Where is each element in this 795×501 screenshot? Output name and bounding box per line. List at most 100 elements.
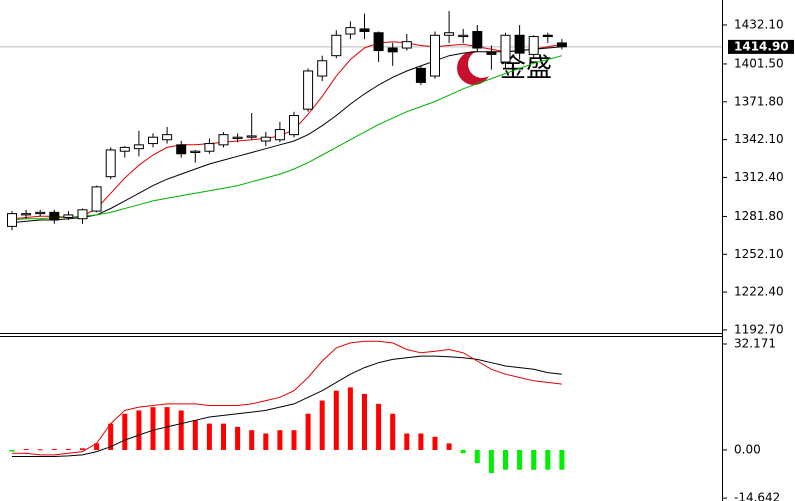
candle-body bbox=[387, 47, 398, 53]
histogram-bar bbox=[221, 423, 226, 450]
histogram-bar bbox=[503, 449, 508, 470]
candle-body bbox=[500, 34, 511, 63]
histogram-bar bbox=[446, 443, 452, 450]
histogram-bar bbox=[517, 449, 523, 470]
candle-body bbox=[218, 134, 229, 146]
candle-body bbox=[345, 27, 356, 35]
candle-body bbox=[77, 209, 88, 220]
histogram-bar bbox=[94, 443, 100, 450]
histogram-bar bbox=[65, 448, 71, 450]
y-tick-label: -14.642 bbox=[734, 491, 780, 501]
candle-body bbox=[331, 34, 342, 57]
histogram-bar bbox=[192, 420, 198, 450]
histogram-bar bbox=[122, 413, 128, 450]
candle-body bbox=[162, 134, 173, 141]
histogram-bar bbox=[164, 407, 170, 450]
candle-body bbox=[486, 51, 497, 55]
candle-body bbox=[415, 67, 426, 83]
candle-body bbox=[105, 149, 116, 178]
histogram-bar bbox=[559, 449, 565, 470]
y-tick-label: 1401.50 bbox=[734, 56, 784, 70]
candle-body bbox=[119, 146, 130, 152]
histogram-bar bbox=[178, 410, 184, 450]
histogram-bar bbox=[460, 449, 466, 454]
histogram-bar bbox=[277, 430, 283, 450]
candle-body bbox=[472, 30, 483, 49]
candle-body bbox=[63, 214, 74, 218]
candle-body bbox=[542, 34, 553, 38]
candle-body bbox=[514, 34, 525, 54]
indicator-line bbox=[12, 355, 562, 457]
candle-body bbox=[444, 32, 455, 36]
candle-body bbox=[190, 150, 201, 153]
candle-body bbox=[148, 136, 158, 145]
candle-body bbox=[49, 211, 60, 221]
histogram-bar bbox=[51, 448, 57, 450]
candle-body bbox=[458, 34, 469, 38]
histogram-bar bbox=[362, 393, 367, 450]
logo-mark bbox=[468, 50, 496, 78]
candle-body bbox=[317, 60, 328, 77]
histogram-bar bbox=[432, 436, 438, 450]
y-tick-label: 1281.80 bbox=[734, 209, 784, 223]
candle-body bbox=[7, 213, 17, 227]
y-tick-label: 1371.80 bbox=[734, 94, 784, 108]
last-price-box bbox=[728, 39, 794, 54]
histogram-bar bbox=[9, 449, 15, 452]
y-tick-label: 0.00 bbox=[734, 442, 761, 456]
histogram-bar bbox=[488, 449, 494, 474]
histogram-bar bbox=[333, 390, 339, 450]
y-tick-label: 1192.70 bbox=[734, 322, 784, 336]
candle-body bbox=[528, 36, 539, 55]
histogram-bar bbox=[347, 387, 353, 450]
histogram-bar bbox=[531, 449, 537, 470]
histogram-bar bbox=[545, 449, 551, 470]
y-tick-label: 1312.40 bbox=[734, 170, 784, 184]
candle-body bbox=[35, 211, 46, 215]
histogram-bar bbox=[291, 430, 297, 450]
candle-body bbox=[133, 144, 144, 150]
candle-body bbox=[246, 135, 257, 138]
candle-body bbox=[303, 70, 314, 110]
candle-body bbox=[176, 144, 187, 155]
histogram-bar bbox=[305, 413, 311, 450]
y-tick-label: 32.171 bbox=[734, 337, 776, 351]
histogram-bar bbox=[319, 400, 325, 450]
candle-body bbox=[21, 213, 32, 216]
indicator-line bbox=[11, 41, 562, 220]
candle-body bbox=[556, 42, 567, 48]
histogram-bar bbox=[37, 449, 43, 451]
histogram-bar bbox=[263, 433, 269, 450]
histogram-bar bbox=[249, 430, 255, 450]
y-tick-label: 1252.10 bbox=[734, 247, 784, 261]
candle-body bbox=[260, 136, 271, 142]
histogram-bar bbox=[390, 413, 396, 450]
candle-body bbox=[204, 143, 215, 152]
y-tick-label: 1432.10 bbox=[734, 17, 784, 31]
candle-body bbox=[401, 41, 412, 49]
histogram-bar bbox=[136, 410, 142, 450]
candle-body bbox=[232, 136, 243, 139]
candle-body bbox=[274, 129, 285, 141]
indicator-line bbox=[11, 55, 563, 221]
histogram-bar bbox=[376, 403, 382, 450]
histogram-bar bbox=[108, 423, 114, 450]
last-price-label: 1414.90 bbox=[734, 39, 789, 53]
indicator-line bbox=[12, 340, 562, 456]
histogram-bar bbox=[474, 449, 480, 464]
candle-body bbox=[430, 34, 440, 77]
y-tick-label: 1342.10 bbox=[734, 132, 784, 146]
indicator-line bbox=[11, 46, 562, 224]
histogram-bar bbox=[404, 433, 410, 450]
histogram-bar bbox=[206, 423, 212, 450]
histogram-bar bbox=[150, 407, 156, 450]
histogram-bar bbox=[235, 426, 241, 450]
candle-body bbox=[359, 28, 370, 32]
histogram-bar bbox=[418, 433, 424, 450]
histogram-bar bbox=[23, 448, 29, 450]
candle-body bbox=[289, 115, 299, 136]
candle-body bbox=[373, 32, 384, 52]
histogram-bar bbox=[80, 448, 85, 450]
